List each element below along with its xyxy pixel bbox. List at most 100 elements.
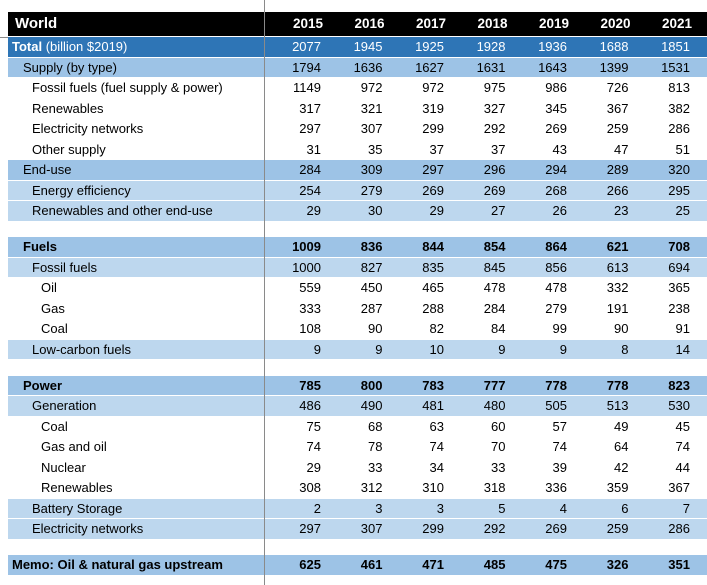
row-label-cell[interactable]: Renewables xyxy=(8,478,277,498)
value-cell[interactable]: 485 xyxy=(483,557,506,572)
value-cell[interactable]: 78 xyxy=(368,439,383,454)
value-cell[interactable]: 299 xyxy=(422,121,444,136)
value-cell[interactable]: 286 xyxy=(668,521,690,536)
value-cell[interactable]: 972 xyxy=(360,80,383,95)
value-cell[interactable]: 1643 xyxy=(538,59,567,75)
value-cell[interactable]: 382 xyxy=(668,100,690,116)
value-cell[interactable]: 309 xyxy=(360,162,383,177)
value-cell[interactable]: 269 xyxy=(483,182,506,198)
row-label-cell[interactable]: Other supply xyxy=(8,140,277,160)
value-cell[interactable]: 47 xyxy=(614,141,629,157)
row-label-cell[interactable]: Gas xyxy=(8,299,277,319)
value-cell[interactable]: 296 xyxy=(483,162,506,177)
row-label-cell[interactable]: Battery Storage xyxy=(8,499,277,519)
year-header-cell[interactable]: 2019 xyxy=(538,16,569,31)
value-cell[interactable]: 9 xyxy=(375,341,383,357)
value-cell[interactable]: 29 xyxy=(306,459,321,475)
value-cell[interactable]: 43 xyxy=(552,141,567,157)
value-cell[interactable]: 785 xyxy=(299,377,321,393)
value-cell[interactable]: 625 xyxy=(299,557,321,572)
value-cell[interactable]: 9 xyxy=(313,341,321,357)
value-cell[interactable]: 694 xyxy=(668,259,690,275)
value-cell[interactable]: 1636 xyxy=(353,59,383,75)
value-cell[interactable]: 238 xyxy=(668,300,690,316)
row-label-cell[interactable]: End-use xyxy=(8,160,277,180)
value-cell[interactable]: 90 xyxy=(614,321,629,336)
value-cell[interactable]: 333 xyxy=(299,300,321,316)
value-cell[interactable]: 34 xyxy=(429,459,444,475)
year-header-cell[interactable]: 2015 xyxy=(292,16,323,31)
value-cell[interactable]: 478 xyxy=(545,280,567,295)
value-cell[interactable]: 33 xyxy=(368,459,383,475)
corner-header-cell[interactable]: World xyxy=(15,15,58,32)
value-cell[interactable]: 269 xyxy=(545,521,567,536)
value-cell[interactable]: 986 xyxy=(545,80,567,95)
value-cell[interactable]: 367 xyxy=(606,100,629,116)
value-cell[interactable]: 74 xyxy=(675,439,690,454)
value-cell[interactable]: 327 xyxy=(483,100,506,116)
value-cell[interactable]: 1399 xyxy=(599,59,629,75)
value-cell[interactable]: 481 xyxy=(422,398,444,413)
row-label-cell[interactable]: Gas and oil xyxy=(8,437,277,457)
value-cell[interactable]: 530 xyxy=(668,398,690,413)
value-cell[interactable]: 708 xyxy=(668,239,690,254)
value-cell[interactable]: 1945 xyxy=(353,39,383,54)
value-cell[interactable]: 259 xyxy=(606,121,629,136)
value-cell[interactable]: 854 xyxy=(483,239,506,254)
row-label-cell[interactable]: Electricity networks xyxy=(8,519,277,539)
value-cell[interactable]: 351 xyxy=(668,557,690,572)
value-cell[interactable]: 475 xyxy=(545,557,567,572)
year-header-cell[interactable]: 2016 xyxy=(354,16,385,31)
value-cell[interactable]: 99 xyxy=(552,321,567,336)
value-cell[interactable]: 279 xyxy=(360,182,383,198)
value-cell[interactable]: 345 xyxy=(545,100,567,116)
value-cell[interactable]: 37 xyxy=(429,141,444,157)
value-cell[interactable]: 365 xyxy=(668,280,690,295)
value-cell[interactable]: 74 xyxy=(429,439,444,454)
value-cell[interactable]: 1531 xyxy=(661,59,690,75)
value-cell[interactable]: 307 xyxy=(360,121,383,136)
value-cell[interactable]: 845 xyxy=(483,259,506,275)
row-label-cell[interactable]: Power xyxy=(8,376,277,396)
row-label-cell[interactable]: Supply (by type) xyxy=(8,58,277,78)
value-cell[interactable]: 478 xyxy=(483,280,506,295)
row-label-cell[interactable]: Fuels xyxy=(8,237,277,257)
value-cell[interactable]: 312 xyxy=(360,480,383,495)
year-header-cell[interactable]: 2020 xyxy=(600,16,631,31)
value-cell[interactable]: 10 xyxy=(429,341,444,357)
value-cell[interactable]: 778 xyxy=(545,377,567,393)
value-cell[interactable]: 778 xyxy=(606,377,629,393)
row-label-cell[interactable]: Coal xyxy=(8,319,277,339)
value-cell[interactable]: 268 xyxy=(545,182,567,198)
value-cell[interactable]: 9 xyxy=(498,341,506,357)
value-cell[interactable]: 1009 xyxy=(292,239,321,254)
row-label-cell[interactable]: Oil xyxy=(8,278,277,298)
value-cell[interactable]: 856 xyxy=(545,259,567,275)
value-cell[interactable]: 297 xyxy=(299,521,321,536)
value-cell[interactable]: 318 xyxy=(483,480,506,495)
row-label-cell[interactable]: Electricity networks xyxy=(8,119,277,139)
value-cell[interactable]: 9 xyxy=(559,341,567,357)
value-cell[interactable]: 1936 xyxy=(538,39,567,54)
value-cell[interactable]: 60 xyxy=(491,418,506,434)
value-cell[interactable]: 1149 xyxy=(293,80,321,95)
value-cell[interactable]: 317 xyxy=(299,100,321,116)
row-label-cell[interactable]: Fossil fuels xyxy=(8,258,277,278)
value-cell[interactable]: 486 xyxy=(299,398,321,413)
value-cell[interactable]: 51 xyxy=(675,141,690,157)
value-cell[interactable]: 783 xyxy=(422,377,444,393)
value-cell[interactable]: 108 xyxy=(299,321,321,336)
value-cell[interactable]: 1851 xyxy=(661,39,690,54)
value-cell[interactable]: 310 xyxy=(422,480,444,495)
value-cell[interactable]: 297 xyxy=(422,162,444,177)
value-cell[interactable]: 259 xyxy=(606,521,629,536)
row-label-cell[interactable]: Generation xyxy=(8,396,277,416)
value-cell[interactable]: 42 xyxy=(614,459,629,475)
value-cell[interactable]: 559 xyxy=(299,280,321,295)
value-cell[interactable]: 1688 xyxy=(599,39,629,54)
value-cell[interactable]: 45 xyxy=(675,418,690,434)
value-cell[interactable]: 450 xyxy=(360,280,383,295)
value-cell[interactable]: 465 xyxy=(422,280,444,295)
value-cell[interactable]: 63 xyxy=(429,418,444,434)
row-label-cell[interactable]: Coal xyxy=(8,417,277,437)
